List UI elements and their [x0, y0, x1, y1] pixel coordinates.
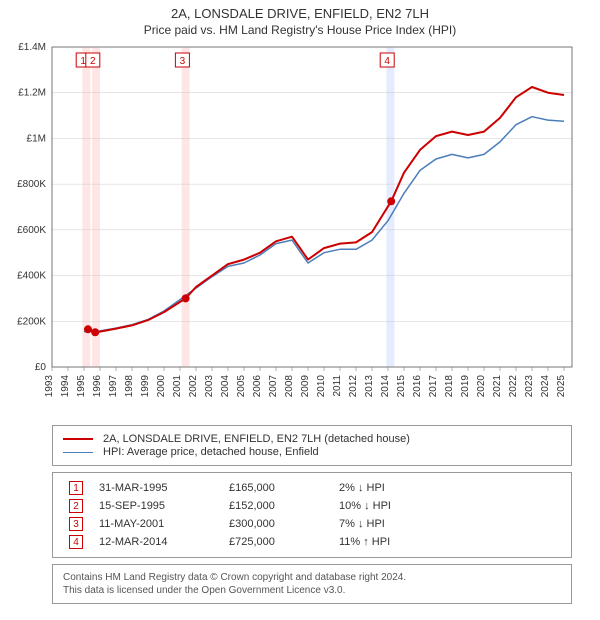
svg-text:2001: 2001 — [172, 375, 183, 398]
svg-text:2008: 2008 — [284, 375, 295, 398]
legend-item: 2A, LONSDALE DRIVE, ENFIELD, EN2 7LH (de… — [63, 433, 561, 445]
svg-text:3: 3 — [180, 56, 186, 67]
svg-text:2013: 2013 — [364, 375, 375, 398]
event-number-badge: 3 — [69, 517, 83, 531]
svg-text:2024: 2024 — [540, 375, 551, 398]
svg-text:2018: 2018 — [444, 375, 455, 398]
event-price: £725,000 — [223, 533, 333, 551]
svg-text:2015: 2015 — [396, 375, 407, 398]
event-price: £300,000 — [223, 515, 333, 533]
svg-text:2020: 2020 — [476, 375, 487, 398]
event-date: 12-MAR-2014 — [93, 533, 223, 551]
svg-text:1998: 1998 — [124, 375, 135, 398]
svg-text:2006: 2006 — [252, 375, 263, 398]
svg-text:2021: 2021 — [492, 375, 503, 398]
svg-text:1999: 1999 — [140, 375, 151, 398]
svg-text:2014: 2014 — [380, 375, 391, 398]
title-sub: Price paid vs. HM Land Registry's House … — [0, 23, 600, 37]
event-date: 31-MAR-1995 — [93, 479, 223, 497]
svg-text:2023: 2023 — [524, 375, 535, 398]
legend-label: HPI: Average price, detached house, Enfi… — [103, 446, 319, 458]
svg-text:2004: 2004 — [220, 375, 231, 398]
events-table: 1 31-MAR-1995£165,0002% ↓ HPI 2 15-SEP-1995… — [52, 472, 572, 558]
svg-text:2016: 2016 — [412, 375, 423, 398]
legend: 2A, LONSDALE DRIVE, ENFIELD, EN2 7LH (de… — [52, 425, 572, 466]
event-date: 11-MAY-2001 — [93, 515, 223, 533]
svg-text:2000: 2000 — [156, 375, 167, 398]
svg-text:1993: 1993 — [44, 375, 55, 398]
svg-text:£800K: £800K — [17, 179, 46, 190]
legend-item: HPI: Average price, detached house, Enfi… — [63, 446, 561, 458]
svg-text:2009: 2009 — [300, 375, 311, 398]
footer-line1: Contains HM Land Registry data © Crown c… — [63, 571, 561, 584]
svg-text:£600K: £600K — [17, 225, 46, 236]
svg-text:2003: 2003 — [204, 375, 215, 398]
event-date: 15-SEP-1995 — [93, 497, 223, 515]
event-row: 4 12-MAR-2014£725,00011% ↑ HPI — [63, 533, 561, 551]
svg-text:2019: 2019 — [460, 375, 471, 398]
event-number-badge: 2 — [69, 499, 83, 513]
svg-text:£1.2M: £1.2M — [18, 88, 46, 99]
title-main: 2A, LONSDALE DRIVE, ENFIELD, EN2 7LH — [0, 6, 600, 21]
legend-label: 2A, LONSDALE DRIVE, ENFIELD, EN2 7LH (de… — [103, 433, 410, 445]
footer: Contains HM Land Registry data © Crown c… — [52, 564, 572, 604]
price-chart: £0 £200K £400K £600K £800K £1M £1.2M £1.4M 1993 1… — [0, 39, 600, 419]
svg-text:1996: 1996 — [92, 375, 103, 398]
event-price: £152,000 — [223, 497, 333, 515]
svg-text:2011: 2011 — [332, 375, 343, 397]
svg-text:2012: 2012 — [348, 375, 359, 398]
svg-text:2: 2 — [90, 56, 96, 67]
event-number-badge: 1 — [69, 481, 83, 495]
svg-text:2010: 2010 — [316, 375, 327, 398]
svg-text:1994: 1994 — [60, 375, 71, 398]
svg-text:£200K: £200K — [17, 316, 46, 327]
svg-text:2017: 2017 — [428, 375, 439, 398]
svg-text:£1.4M: £1.4M — [18, 42, 46, 53]
event-delta: 10% ↓ HPI — [333, 497, 561, 515]
legend-swatch — [63, 452, 93, 453]
chart-titles: 2A, LONSDALE DRIVE, ENFIELD, EN2 7LH Pri… — [0, 0, 600, 39]
svg-text:£1M: £1M — [27, 133, 46, 144]
svg-text:£0: £0 — [35, 362, 47, 373]
footer-line2: This data is licensed under the Open Gov… — [63, 584, 561, 597]
svg-text:£400K: £400K — [17, 271, 46, 282]
event-row: 1 31-MAR-1995£165,0002% ↓ HPI — [63, 479, 561, 497]
svg-text:1997: 1997 — [108, 375, 119, 398]
event-row: 2 15-SEP-1995£152,00010% ↓ HPI — [63, 497, 561, 515]
event-number-badge: 4 — [69, 535, 83, 549]
svg-text:2025: 2025 — [556, 375, 567, 398]
event-delta: 7% ↓ HPI — [333, 515, 561, 533]
event-row: 3 11-MAY-2001£300,0007% ↓ HPI — [63, 515, 561, 533]
event-delta: 11% ↑ HPI — [333, 533, 561, 551]
svg-text:1995: 1995 — [76, 375, 87, 398]
event-delta: 2% ↓ HPI — [333, 479, 561, 497]
chart-area: £0 £200K £400K £600K £800K £1M £1.2M £1.4M 1993 1… — [0, 39, 600, 419]
svg-text:2022: 2022 — [508, 375, 519, 398]
svg-text:2002: 2002 — [188, 375, 199, 398]
event-price: £165,000 — [223, 479, 333, 497]
svg-text:2005: 2005 — [236, 375, 247, 398]
svg-text:2007: 2007 — [268, 375, 279, 398]
legend-swatch — [63, 438, 93, 440]
svg-text:4: 4 — [384, 56, 390, 67]
